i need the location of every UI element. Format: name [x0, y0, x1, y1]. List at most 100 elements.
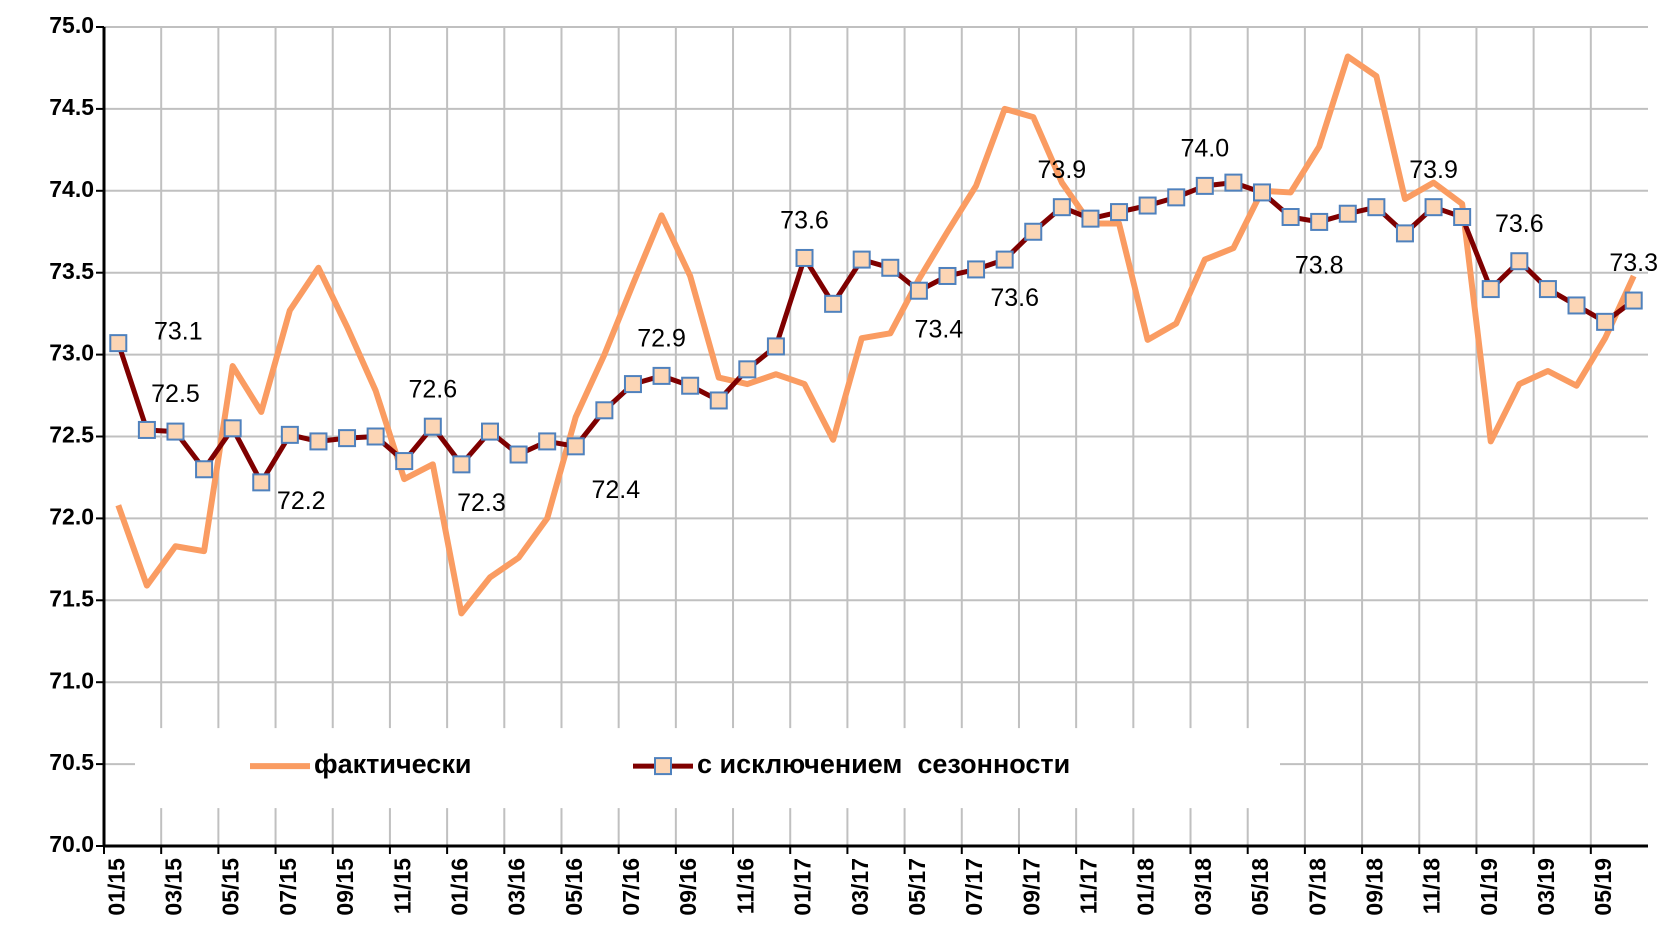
- x-tick-label: 05/17: [904, 858, 930, 916]
- x-tick-label: 01/18: [1133, 858, 1159, 916]
- y-tick-label: 74.5: [49, 94, 94, 120]
- marker: [1310, 212, 1329, 231]
- data-label: 73.9: [1409, 156, 1458, 184]
- marker: [938, 266, 957, 285]
- data-label: 72.5: [151, 380, 200, 408]
- x-tick-label: 11/17: [1076, 858, 1102, 914]
- data-label: 72.2: [277, 487, 326, 515]
- marker: [1195, 176, 1214, 195]
- data-label: 73.6: [780, 207, 829, 235]
- marker: [109, 334, 128, 353]
- y-tick-label: 70.5: [49, 749, 94, 775]
- x-tick-label: 01/16: [446, 858, 472, 916]
- marker: [1224, 173, 1243, 192]
- x-tick-label: 01/15: [103, 858, 129, 916]
- x-tick-label: 01/17: [790, 858, 816, 916]
- data-label: 73.4: [915, 315, 964, 343]
- x-tick-label: 01/19: [1476, 858, 1502, 916]
- legend-label: с исключением сезонности: [697, 749, 1070, 779]
- x-tick-label: 11/15: [389, 858, 415, 914]
- legend-label: фактически: [314, 749, 471, 779]
- marker: [1538, 280, 1557, 299]
- x-tick-label: 09/15: [332, 858, 358, 916]
- marker: [195, 460, 214, 479]
- y-tick-label: 70.0: [49, 831, 94, 857]
- data-label: 73.6: [990, 284, 1039, 312]
- x-tick-label: 09/17: [1018, 858, 1044, 916]
- y-tick-label: 73.5: [49, 258, 94, 284]
- y-tick-label: 73.0: [49, 340, 94, 366]
- marker: [1596, 312, 1615, 331]
- x-tick-label: 07/16: [618, 858, 644, 916]
- marker: [252, 473, 271, 492]
- x-tick-label: 07/18: [1304, 858, 1330, 916]
- marker: [1395, 224, 1414, 243]
- x-tick-label: 03/15: [161, 858, 187, 916]
- marker: [338, 429, 357, 448]
- x-tick-label: 03/17: [847, 858, 873, 916]
- y-tick-label: 75.0: [49, 12, 94, 38]
- y-tick-label: 74.0: [49, 176, 94, 202]
- marker: [481, 422, 499, 441]
- marker: [309, 432, 328, 451]
- marker: [1167, 188, 1186, 207]
- data-label: 72.3: [457, 489, 506, 517]
- marker: [1481, 280, 1500, 299]
- marker: [1138, 196, 1157, 215]
- marker: [166, 422, 185, 441]
- marker: [423, 417, 442, 436]
- marker: [1453, 208, 1472, 227]
- marker: [881, 258, 900, 277]
- x-tick-label: 05/15: [218, 858, 244, 916]
- marker: [1567, 296, 1586, 315]
- y-tick-label: 72.0: [49, 503, 94, 529]
- marker: [137, 420, 156, 439]
- marker: [1424, 198, 1443, 217]
- marker: [766, 337, 785, 356]
- marker: [1024, 222, 1043, 241]
- x-tick-label: 05/19: [1590, 858, 1616, 916]
- data-label: 73.6: [1495, 210, 1544, 238]
- marker: [395, 452, 414, 471]
- marker: [452, 455, 471, 474]
- marker: [795, 248, 814, 267]
- x-tick-label: 03/19: [1533, 858, 1559, 916]
- data-label: 72.6: [408, 375, 457, 403]
- marker: [909, 281, 928, 300]
- marker: [652, 366, 671, 385]
- x-tick-label: 03/16: [504, 858, 530, 916]
- data-label: 72.9: [637, 325, 686, 353]
- marker: [509, 445, 528, 464]
- marker: [738, 360, 757, 379]
- x-tick-label: 11/18: [1419, 858, 1445, 914]
- marker: [1052, 198, 1071, 217]
- x-tick-label: 09/16: [675, 858, 701, 916]
- x-tick-label: 03/18: [1190, 858, 1216, 916]
- marker: [1624, 291, 1643, 310]
- data-label: 73.3: [1609, 249, 1658, 277]
- marker: [1510, 252, 1529, 271]
- marker: [824, 294, 843, 313]
- marker: [538, 432, 557, 451]
- y-tick-label: 71.5: [49, 585, 94, 611]
- marker: [566, 437, 585, 456]
- marker: [852, 250, 871, 269]
- marker: [595, 401, 614, 420]
- marker: [995, 250, 1014, 269]
- x-tick-label: 07/17: [961, 858, 987, 916]
- legend-marker: [654, 757, 672, 776]
- x-tick-label: 05/16: [561, 858, 587, 916]
- marker: [1338, 204, 1357, 223]
- x-tick-label: 05/18: [1247, 858, 1273, 916]
- data-label: 73.1: [154, 318, 203, 346]
- y-tick-label: 71.0: [49, 667, 94, 693]
- marker: [967, 260, 986, 279]
- x-tick-label: 09/18: [1361, 858, 1387, 916]
- marker: [1253, 183, 1271, 202]
- marker: [681, 376, 700, 395]
- marker: [366, 427, 385, 446]
- legend-box: [135, 728, 1280, 809]
- y-tick-label: 72.5: [49, 422, 94, 448]
- marker: [1081, 209, 1100, 228]
